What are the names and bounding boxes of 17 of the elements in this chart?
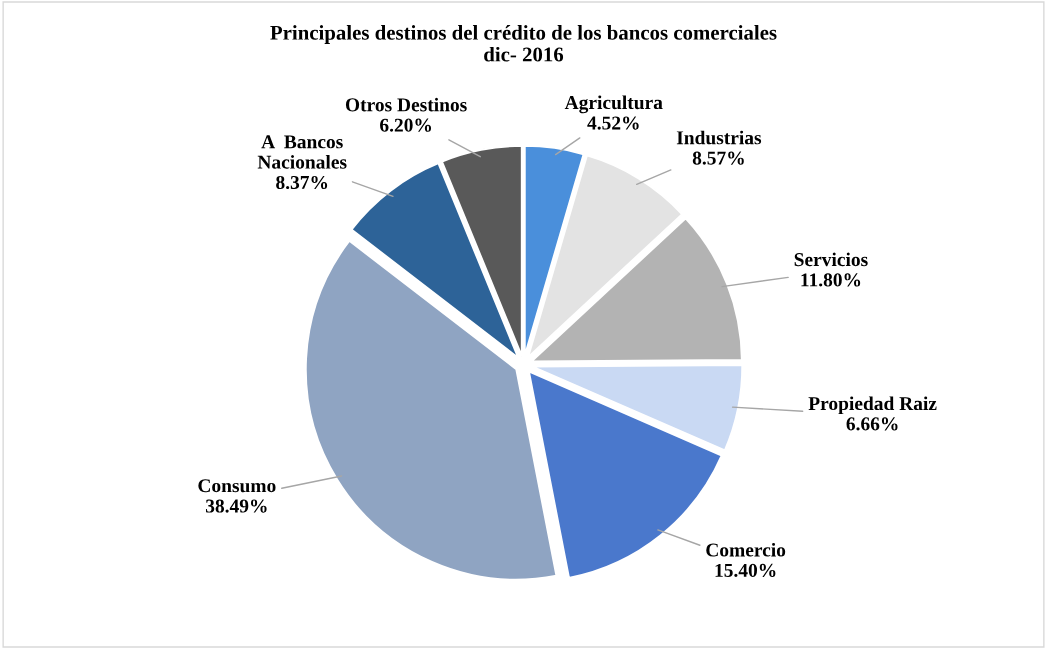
slice-label: Agricultura bbox=[564, 95, 663, 114]
slice-label: Otros Destinos bbox=[345, 97, 467, 112]
data-label: 15.40% bbox=[715, 563, 776, 577]
slice-label: Industrias bbox=[676, 130, 762, 145]
slice-label: Propiedad Raiz bbox=[808, 396, 937, 415]
slice-label: A Bancos Nacionales bbox=[257, 135, 347, 169]
data-label: 11.80% bbox=[801, 273, 861, 287]
data-label: 6.66% bbox=[846, 417, 898, 431]
data-label: 6.20% bbox=[380, 118, 432, 132]
slice-label: Comercio bbox=[706, 542, 786, 557]
data-label: 38.49% bbox=[205, 499, 267, 513]
slice-label: Consumo bbox=[198, 479, 276, 493]
chart-title: Principales destinos del crédito de los bancos comerciales dic- 2016 bbox=[270, 25, 777, 62]
data-label: 4.52% bbox=[587, 116, 639, 130]
slice-label: Servicios bbox=[794, 252, 868, 267]
data-label: 8.57% bbox=[692, 151, 744, 165]
data-label: 8.37% bbox=[276, 175, 328, 190]
